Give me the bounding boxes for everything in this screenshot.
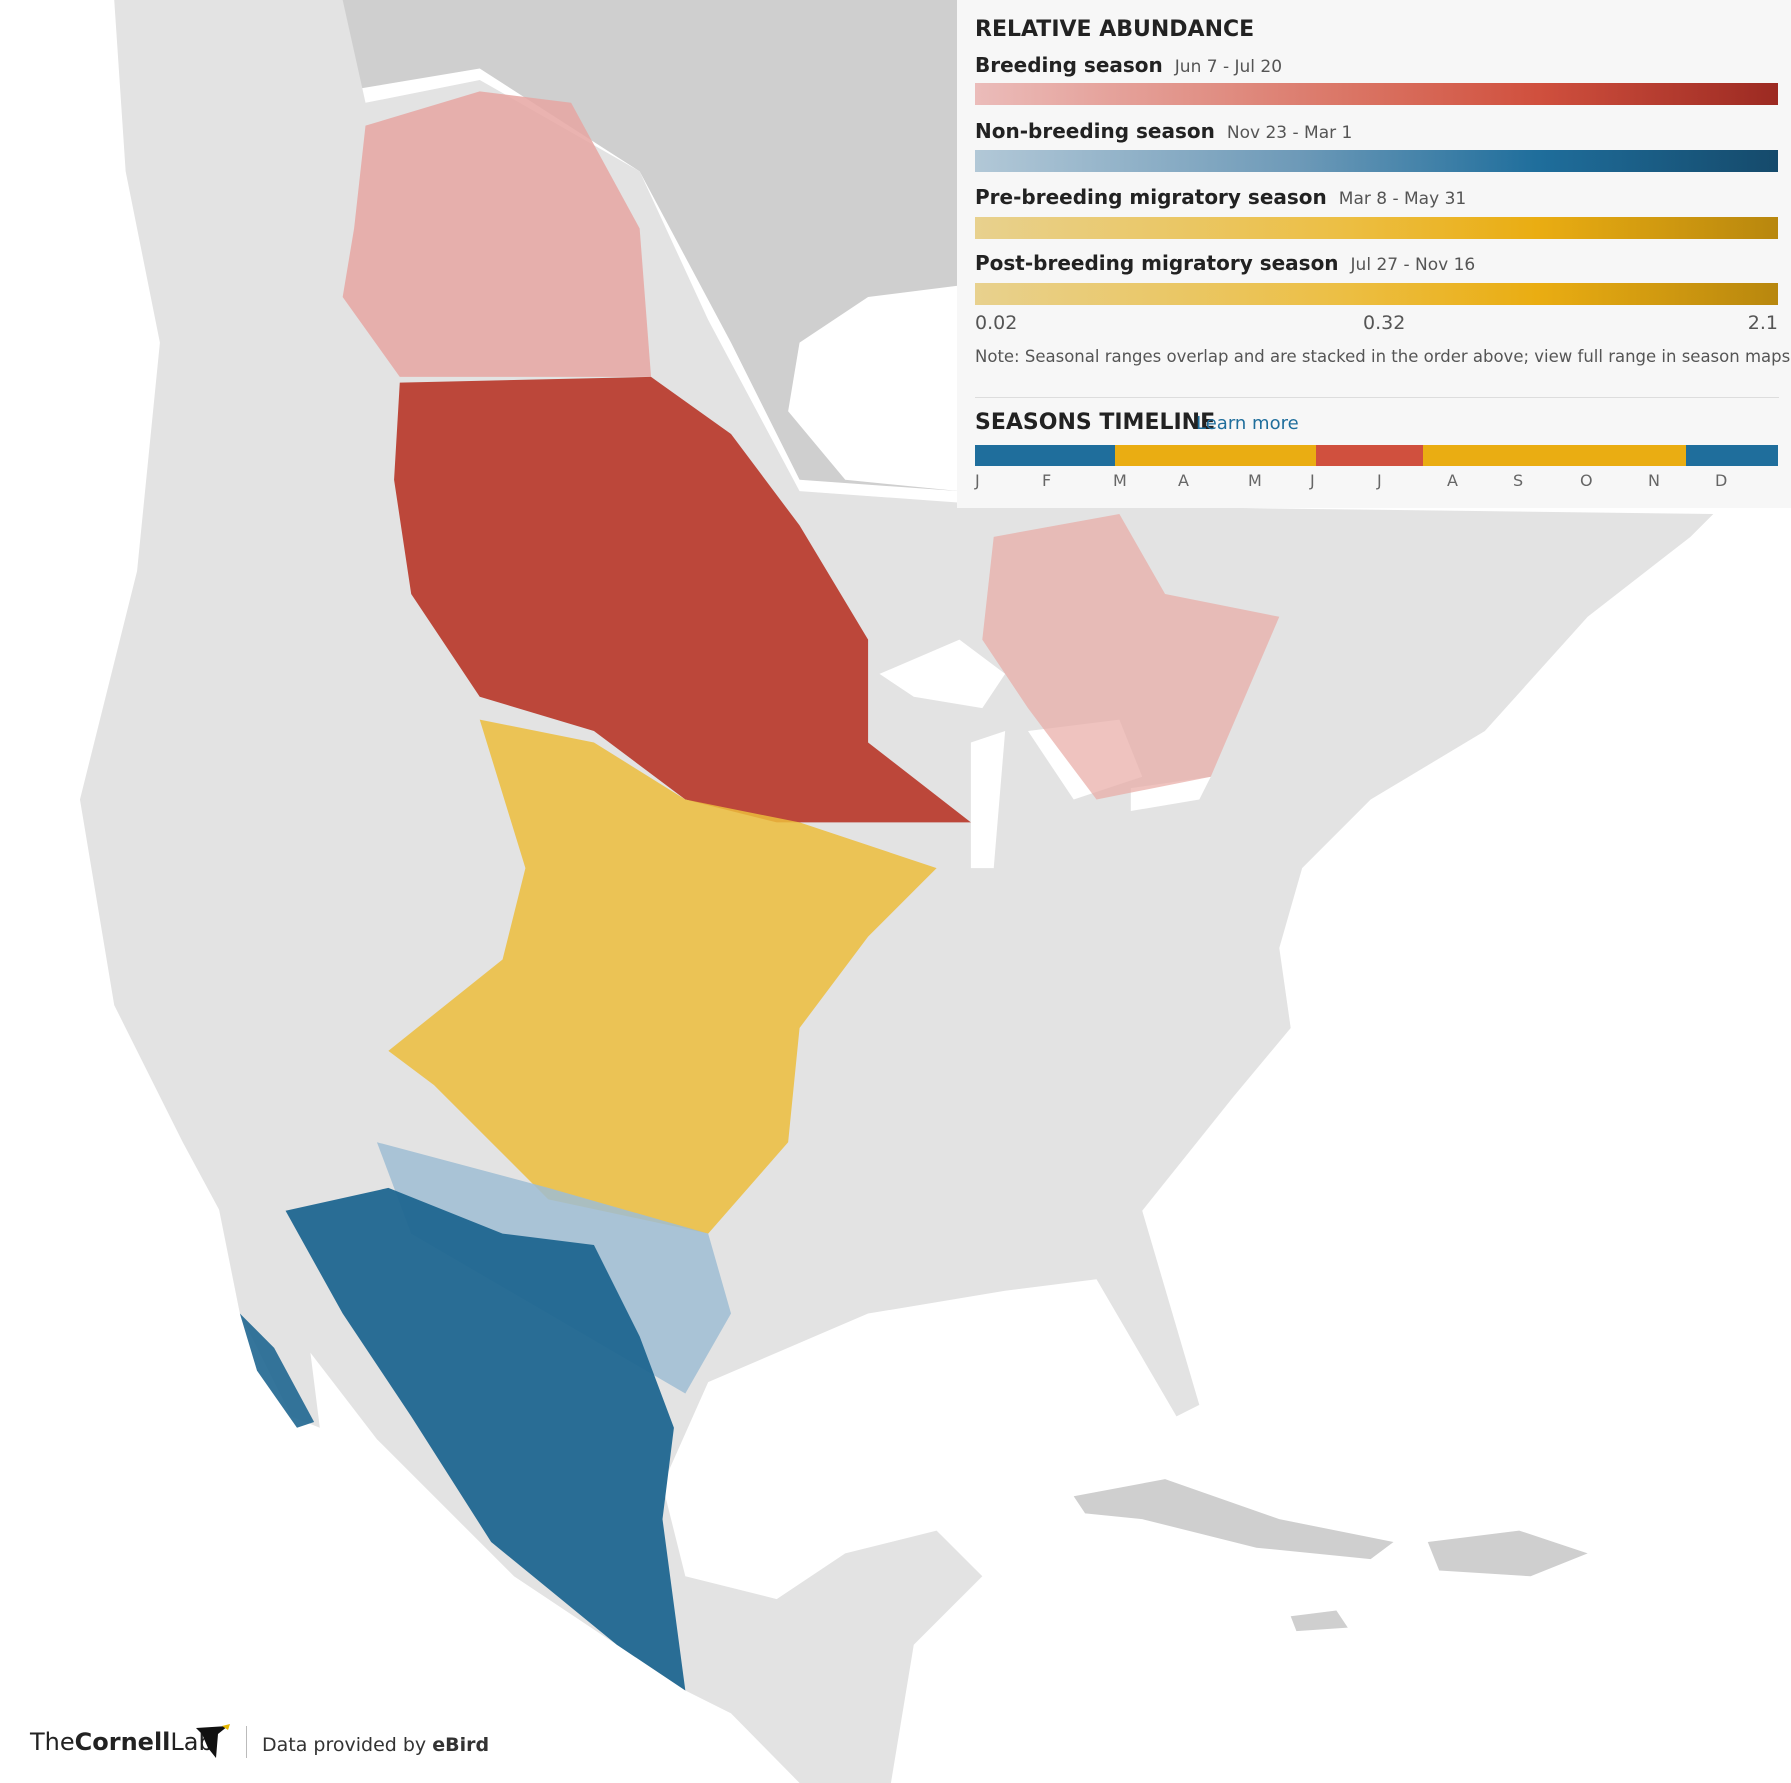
range-prebreeding [388, 719, 937, 1234]
season-color-bar [975, 283, 1778, 305]
range-baja [239, 1313, 315, 1428]
legend-panel: RELATIVE ABUNDANCE Breeding season Jun 7 … [957, 0, 1791, 508]
range-breeding-east [982, 513, 1280, 800]
season-name: Post-breeding migratory season [975, 251, 1339, 275]
scale-max: 2.1 [1747, 312, 1778, 334]
month-label: N [1648, 471, 1660, 490]
great-lakes [879, 639, 1211, 869]
baja [217, 1125, 320, 1428]
cuba [1073, 1479, 1588, 1632]
month-label: A [1447, 471, 1458, 490]
divider [975, 397, 1779, 398]
timeline-segment [1115, 445, 1316, 466]
footer-separator [246, 1726, 247, 1758]
season-dates: Jul 27 - Nov 16 [1350, 255, 1476, 275]
month-label: M [1113, 471, 1127, 490]
hudson-bay [788, 285, 960, 492]
logo-bird [196, 1724, 230, 1758]
timeline-segment [1316, 445, 1423, 466]
credit-source: eBird [432, 1734, 490, 1756]
learn-more-link[interactable]: Learn more [1196, 413, 1299, 434]
scale-mid: 0.32 [1363, 312, 1406, 334]
range-breeding [394, 376, 971, 823]
season-name: Pre-breeding migratory season [975, 185, 1327, 209]
logo-prefix: The [30, 1728, 75, 1756]
season-label: Breeding season Jun 7 - Jul 20 [975, 53, 1282, 77]
season-color-bar [975, 217, 1778, 239]
legend-note: Note: Seasonal ranges overlap and are st… [975, 347, 1791, 366]
month-label: J [1377, 471, 1382, 490]
scale-min: 0.02 [975, 312, 1018, 334]
range-nonbreeding [285, 1187, 686, 1691]
month-label: O [1580, 471, 1593, 490]
season-dates: Jun 7 - Jul 20 [1174, 57, 1283, 77]
season-label: Pre-breeding migratory season Mar 8 - May… [975, 185, 1466, 209]
timeline-title: SEASONS TIMELINE [975, 410, 1216, 435]
season-label: Non-breeding season Nov 23 - Mar 1 [975, 119, 1352, 143]
timeline-segment [1686, 445, 1778, 466]
season-color-bar [975, 83, 1778, 105]
range-breeding-light [342, 91, 652, 377]
season-name: Non-breeding season [975, 119, 1215, 143]
season-name: Breeding season [975, 53, 1163, 77]
month-label: F [1042, 471, 1052, 490]
month-label: A [1178, 471, 1189, 490]
credit-text: Data provided by [262, 1734, 427, 1756]
month-label: J [975, 471, 980, 490]
timeline-segment [975, 445, 1115, 466]
month-label: S [1513, 471, 1524, 490]
season-label: Post-breeding migratory season Jul 27 - N… [975, 251, 1475, 275]
logo-name: Cornell [74, 1728, 171, 1756]
timeline-segment [1423, 445, 1686, 466]
season-color-bar [975, 150, 1778, 172]
season-dates: Nov 23 - Mar 1 [1226, 123, 1353, 143]
season-dates: Mar 8 - May 31 [1338, 189, 1467, 209]
credit: Data provided by eBird [262, 1734, 489, 1756]
month-label: J [1310, 471, 1315, 490]
logo: TheCornellLab [30, 1728, 214, 1756]
month-label: D [1715, 471, 1728, 490]
month-label: M [1248, 471, 1262, 490]
legend-title: RELATIVE ABUNDANCE [975, 17, 1255, 42]
